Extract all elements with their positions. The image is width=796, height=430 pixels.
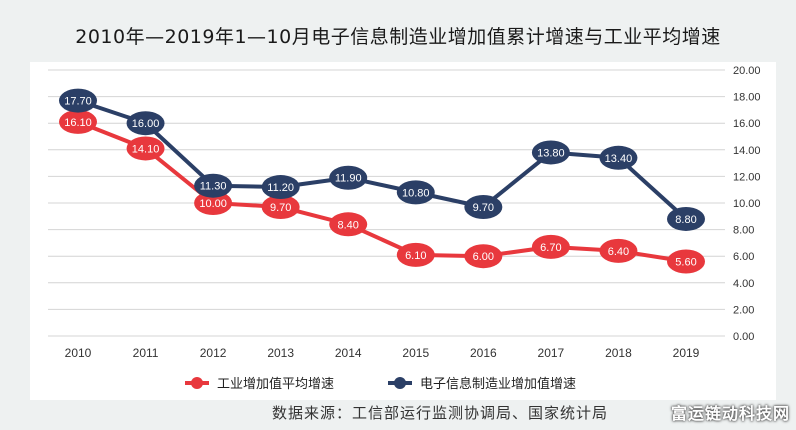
data-label: 10.00 [199, 198, 227, 210]
data-label: 16.00 [132, 118, 160, 130]
x-tick-label: 2016 [470, 346, 497, 360]
data-point [599, 145, 638, 170]
legend-label: 工业增加值平均增速 [217, 376, 334, 392]
x-tick-label: 2015 [402, 346, 429, 360]
y-tick-label: 6.00 [733, 251, 754, 263]
data-label: 13.80 [537, 147, 565, 159]
data-label: 6.00 [473, 251, 494, 263]
data-point [59, 109, 97, 134]
y-tick-label: 4.00 [733, 278, 754, 290]
data-point [464, 194, 503, 219]
watermark-logo: 富运链动科技网 [670, 404, 790, 423]
data-point [531, 234, 570, 259]
data-point [599, 238, 638, 263]
data-point [261, 175, 300, 200]
data-label: 8.80 [675, 214, 696, 226]
data-point [261, 194, 300, 219]
data-point [194, 173, 233, 198]
data-point [59, 88, 97, 113]
data-point [194, 191, 233, 215]
data-label: 11.30 [200, 181, 227, 193]
data-label: 10.80 [402, 187, 430, 199]
data-label: 6.40 [608, 246, 629, 258]
data-point [396, 180, 435, 205]
data-label: 8.40 [338, 219, 359, 231]
data-label: 11.20 [267, 182, 294, 194]
data-label: 13.40 [605, 153, 633, 165]
data-label: 9.70 [270, 202, 291, 214]
x-tick-label: 2018 [605, 346, 632, 360]
x-tick-label: 2014 [335, 346, 362, 360]
data-label: 9.70 [473, 202, 494, 214]
data-point [667, 206, 705, 231]
y-tick-label: 20.00 [733, 65, 761, 77]
data-point [329, 165, 368, 190]
data-label: 6.70 [540, 242, 561, 254]
series-line [77, 98, 688, 221]
data-label: 14.10 [132, 143, 160, 155]
data-label: 11.90 [335, 173, 362, 185]
x-tick-label: 2012 [200, 346, 227, 360]
data-label: 17.70 [64, 96, 92, 108]
y-tick-label: 14.00 [733, 145, 761, 157]
data-point [126, 136, 165, 161]
y-tick-label: 8.00 [733, 225, 754, 237]
x-tick-label: 2011 [133, 346, 159, 360]
y-tick-label: 12.00 [733, 171, 761, 183]
y-tick-label: 2.00 [733, 304, 754, 316]
x-tick-label: 2019 [673, 346, 700, 360]
y-tick-label: 18.00 [733, 92, 761, 104]
data-label: 16.10 [64, 117, 92, 129]
data-point [464, 244, 503, 269]
data-point [329, 212, 368, 237]
data-point [667, 249, 705, 274]
chart-title: 2010年—2019年1—10月电子信息制造业增加值累计增速与工业平均增速 [75, 26, 721, 48]
x-tick-label: 2013 [267, 346, 294, 360]
x-tick-label: 2010 [65, 346, 92, 360]
data-label: 6.10 [405, 250, 426, 262]
legend-marker [191, 377, 203, 389]
legend-label: 电子信息制造业增加值增速 [420, 376, 576, 392]
data-point [396, 242, 435, 267]
data-label: 5.60 [675, 257, 696, 269]
y-tick-label: 16.00 [733, 118, 761, 130]
data-point [531, 140, 570, 165]
data-source-note: 数据来源：工信部运行监测协调局、国家统计局 [272, 404, 609, 422]
data-point [126, 111, 165, 136]
y-tick-label: 10.00 [733, 198, 761, 210]
legend-marker [394, 377, 406, 389]
x-tick-label: 2017 [538, 346, 565, 360]
y-tick-label: 0.00 [733, 331, 754, 343]
series-line [77, 120, 687, 264]
